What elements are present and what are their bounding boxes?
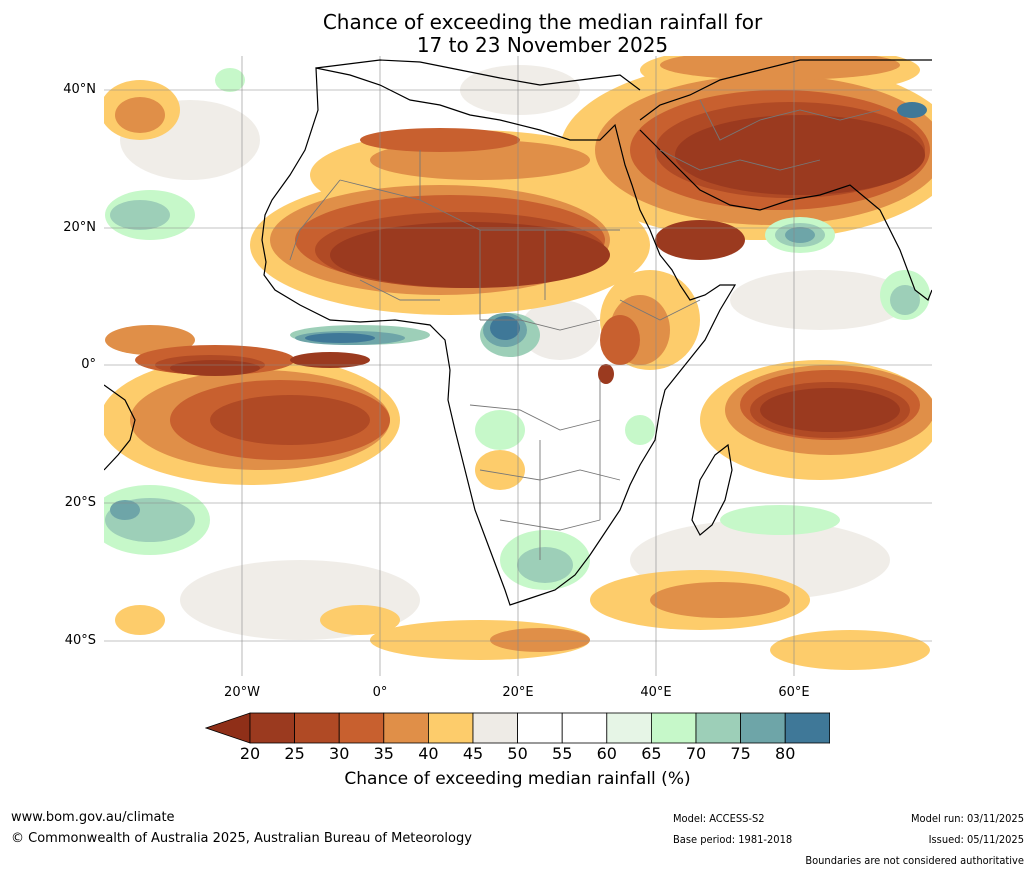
map-title-line1: Chance of exceeding the median rainfall … [322, 10, 763, 34]
shade-under-20 [170, 115, 925, 432]
colorbar-tick-label: 25 [284, 744, 305, 763]
colorbar-segment [427, 712, 474, 744]
website-link[interactable]: www.bom.gov.au/climate [11, 810, 175, 825]
colorbar-segment [561, 712, 608, 744]
colorbar-segment [294, 712, 340, 744]
base-period-text: Base period: 1981-2018 [673, 833, 793, 846]
colorbar-tick-label: 75 [730, 744, 751, 763]
issued-text: Issued: 05/11/2025 [928, 833, 1024, 846]
lat-label-40s: 40°S [64, 633, 96, 648]
colorbar-segment [249, 712, 295, 744]
graticule [104, 56, 932, 676]
colorbar-tick-label: 40 [418, 744, 439, 763]
colorbar-segment [338, 712, 385, 744]
lon-label-40e: 40°E [640, 685, 672, 700]
colorbar-tick-label: 50 [507, 744, 528, 763]
colorbar-tick-label: 55 [552, 744, 573, 763]
colorbar-tick-label: 80 [775, 744, 796, 763]
lat-label-40n: 40°N [63, 82, 96, 97]
copyright-text: © Commonwealth of Australia 2025, Austra… [11, 831, 472, 846]
colorbar-segment [472, 712, 518, 744]
colorbar [205, 712, 830, 744]
lat-label-20n: 20°N [63, 220, 96, 235]
lon-label-0: 0° [372, 685, 388, 700]
colorbar-tick-label: 65 [641, 744, 662, 763]
colorbar-tick-label: 70 [685, 744, 707, 763]
colorbar-label: Chance of exceeding median rainfall (%) [344, 769, 691, 789]
colorbar-tick-label: 30 [329, 744, 350, 763]
model-text: Model: ACCESS-S2 [673, 812, 765, 825]
lon-label-20e: 20°E [502, 685, 534, 700]
colorbar-segment [517, 712, 563, 744]
rainfall-map [104, 56, 932, 676]
country-borders [289, 99, 881, 560]
colorbar-tick-label: 45 [462, 744, 484, 763]
colorbar-segment [383, 712, 429, 744]
model-run-text: Model run: 03/11/2025 [911, 812, 1024, 825]
colorbar-segment [740, 712, 786, 744]
disclaimer-text: Boundaries are not considered authoritat… [805, 854, 1024, 867]
lon-label-20w: 20°W [224, 685, 260, 700]
lat-label-20s: 20°S [64, 495, 96, 510]
lon-label-60e: 60°E [778, 685, 810, 700]
shade-over-75 [305, 102, 927, 343]
coastlines [104, 59, 932, 606]
map-title-line2: 17 to 23 November 2025 [416, 33, 669, 57]
colorbar-tick-label: 35 [373, 744, 394, 763]
colorbar-tick-label: 60 [596, 744, 617, 763]
colorbar-segment [695, 712, 741, 744]
colorbar-under-arrow [205, 712, 251, 744]
colorbar-segment [650, 712, 697, 744]
colorbar-tick-label: 20 [239, 744, 261, 763]
colorbar-segment [606, 712, 652, 744]
colorbar-segment [784, 712, 830, 744]
lat-label-0: 0° [81, 357, 96, 372]
